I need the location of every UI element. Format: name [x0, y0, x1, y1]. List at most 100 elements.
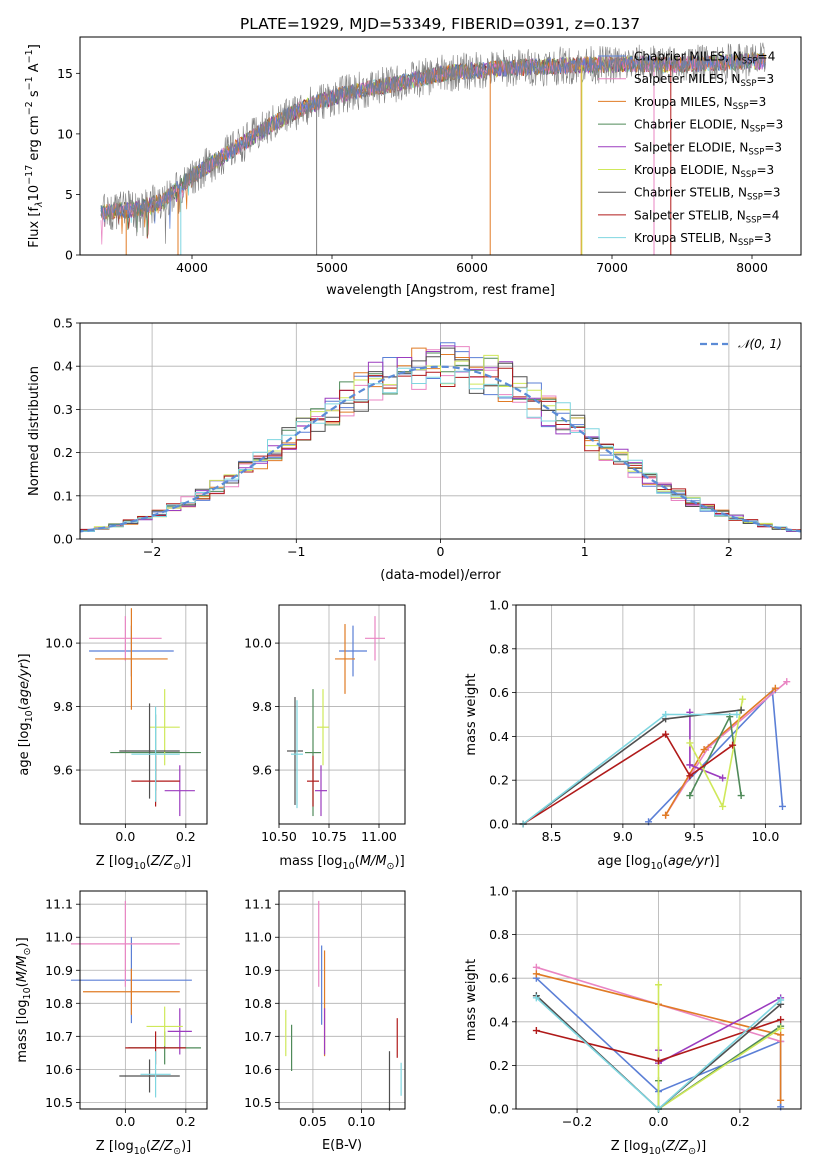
x-axis-label: wavelength [Angstrom, rest frame] — [326, 283, 555, 298]
model-spectrum-line — [100, 53, 766, 229]
y-tick-label: 1.0 — [489, 598, 509, 613]
y-tick-label: 0.2 — [53, 445, 73, 460]
mass-weight-marker — [733, 711, 741, 718]
x-tick-label: 8000 — [736, 260, 768, 275]
mass-weight-marker — [532, 970, 540, 978]
x-tick-label: 0.05 — [299, 1114, 327, 1129]
mass-vs-Z-axes: 0.0 0.2 10.5 10.6 10.7 10.8 10.9 11.0 11.1 — [45, 891, 207, 1129]
mass-weight-marker — [532, 994, 540, 1002]
y-tick-label: 0.6 — [489, 685, 509, 700]
y-tick-label: 0.0 — [53, 532, 73, 547]
y-tick-label: 10.5 — [244, 1095, 272, 1110]
mass-weight-line — [522, 713, 737, 825]
mass-vs-EBV-frame — [278, 890, 406, 1110]
y-tick-label: 0.6 — [489, 971, 509, 986]
x-axis-label: Z [log10(Z/Z⊙)] — [96, 1139, 191, 1157]
y-tick-label: 0.2 — [489, 773, 509, 788]
mass-weight-marker — [719, 774, 727, 782]
spectrum-legend: Chabrier MILES, NSSP=4 Salpeter MILES, NS… — [598, 50, 783, 248]
y-tick-label: 0.4 — [53, 359, 73, 374]
mass-weight-marker — [686, 792, 694, 800]
mass-weight-line — [522, 733, 734, 825]
figure-title: PLATE=1929, MJD=53349, FIBERID=0391, z=0… — [240, 15, 640, 33]
spectrum-axes: 4000 5000 6000 7000 8000 0 5 10 15 — [57, 66, 768, 275]
mass-weight-marker — [777, 1096, 785, 1104]
mass-weight-marker — [777, 1031, 785, 1039]
x-tick-label: −0.2 — [562, 1114, 592, 1129]
x-tick-label: 6000 — [456, 260, 488, 275]
x-tick-label: 5000 — [316, 260, 348, 275]
x-tick-label: 0.0 — [649, 1114, 669, 1129]
mass-weight-marker — [655, 981, 662, 989]
mass-weight-marker — [737, 706, 745, 714]
age-vs-Z-axes: 0.0 0.2 9.6 9.8 10.0 — [45, 605, 207, 844]
x-tick-label: 7000 — [596, 260, 628, 275]
legend-entry: Salpeter STELIB, NSSP=4 — [634, 208, 779, 225]
x-axis-label: Z [log10(Z/Z⊙)] — [96, 854, 191, 872]
x-tick-label: 9.0 — [613, 829, 633, 844]
y-tick-label: 10.5 — [45, 1095, 73, 1110]
x-tick-label: 0.10 — [347, 1114, 375, 1129]
y-tick-label: 9.8 — [53, 699, 73, 714]
mass-weight-marker — [662, 730, 670, 738]
mass-weight-vs-age-lines — [519, 678, 791, 828]
y-tick-label: 5 — [65, 187, 73, 202]
observed-spectrum-line — [100, 42, 766, 244]
y-tick-label: 9.8 — [252, 699, 272, 714]
y-tick-label: 0.8 — [489, 927, 509, 942]
mass-weight-marker — [662, 711, 670, 718]
age-vs-mass-frame — [278, 604, 406, 825]
mass-weight-marker — [532, 1027, 540, 1035]
y-axis-label: mass weight — [464, 673, 479, 755]
age-vs-Z-frame — [79, 604, 208, 825]
mass-weight-vs-Z-axes: −0.2 0.0 0.2 0.0 0.2 0.4 0.6 0.8 1.0 — [489, 884, 801, 1129]
mass-weight-line — [522, 709, 742, 825]
y-tick-label: 11.0 — [45, 930, 73, 945]
y-tick-label: 0.0 — [489, 1102, 509, 1117]
mass-weight-line — [689, 714, 742, 796]
x-axis-label: mass [log10(M/M⊙)] — [279, 854, 404, 872]
x-tick-label: 8.5 — [542, 829, 562, 844]
y-tick-label: 10.7 — [244, 1029, 272, 1044]
mass-weight-marker — [686, 761, 694, 769]
x-tick-label: 0.2 — [176, 1114, 196, 1129]
y-tick-label: 10.8 — [244, 996, 272, 1011]
mass-weight-marker — [777, 1024, 785, 1032]
x-axis-label: (data-model)/error — [380, 568, 501, 583]
legend-entry: 𝒩(0, 1) — [738, 337, 782, 351]
spectrum-lines — [100, 42, 766, 255]
x-tick-label: 10.0 — [751, 829, 779, 844]
y-tick-label: 0 — [65, 248, 73, 263]
age-vs-Z-errorbars — [89, 608, 201, 817]
x-tick-label: 9.5 — [684, 829, 704, 844]
y-axis-label: mass weight — [464, 959, 479, 1041]
y-tick-label: 0.3 — [53, 402, 73, 417]
spectrum-frame — [79, 36, 802, 256]
mass-weight-marker — [737, 792, 745, 800]
y-tick-label: 15 — [57, 66, 73, 81]
mass-weight-marker — [777, 996, 785, 1004]
mass-weight-marker — [771, 684, 779, 692]
y-tick-label: 0.4 — [489, 729, 509, 744]
legend-entry: Kroupa ELODIE, NSSP=3 — [634, 163, 774, 180]
mass-weight-marker — [700, 746, 708, 754]
y-axis-label: Flux [fλ10−17 erg cm−2 s−1 A−1] — [24, 44, 45, 248]
x-tick-label: 2 — [725, 544, 733, 559]
legend-entry: Salpeter ELODIE, NSSP=3 — [634, 140, 782, 157]
legend-entry: Salpeter MILES, NSSP=3 — [634, 72, 774, 89]
y-tick-label: 10.6 — [45, 1062, 73, 1077]
mass-weight-marker — [686, 739, 694, 747]
x-tick-label: 0.2 — [176, 829, 196, 844]
y-tick-label: 0.2 — [489, 1058, 509, 1073]
y-tick-label: 11.1 — [244, 897, 272, 912]
mass-weight-marker — [686, 772, 694, 780]
x-tick-label: −2 — [143, 544, 161, 559]
legend-entry: Chabrier STELIB, NSSP=3 — [634, 186, 781, 203]
y-tick-label: 0.8 — [489, 641, 509, 656]
y-tick-label: 10.0 — [45, 636, 73, 651]
mass-weight-marker — [778, 802, 786, 810]
mass-weight-vs-Z-lines — [532, 963, 785, 1113]
mass-weight-marker — [777, 1016, 785, 1024]
y-tick-label: 0.5 — [53, 316, 73, 331]
